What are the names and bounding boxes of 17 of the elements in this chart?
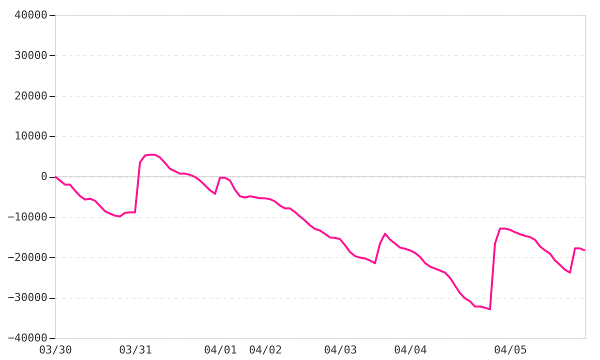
x-tick-label: 04/05: [494, 344, 528, 356]
y-tick-label: −20000: [8, 250, 48, 264]
x-tick-label: 04/02: [248, 344, 282, 356]
x-tick-label: 04/04: [394, 344, 428, 356]
x-tick-label: 03/31: [118, 344, 152, 356]
y-tick-label: 40000: [14, 8, 48, 22]
y-tick-label: 0: [40, 170, 48, 183]
x-tick-label: 04/03: [324, 344, 358, 356]
line-series: [54, 154, 586, 310]
y-tick-label: −30000: [8, 291, 48, 304]
y-tick-label: −40000: [8, 332, 48, 344]
y-tick-label: −10000: [8, 210, 48, 224]
x-tick-label: 04/01: [204, 344, 238, 356]
y-tick-label: 30000: [14, 48, 48, 62]
y-tick-label: 20000: [14, 89, 48, 102]
y-tick-label: 10000: [14, 130, 48, 143]
x-tick-label: 03/30: [38, 344, 72, 356]
